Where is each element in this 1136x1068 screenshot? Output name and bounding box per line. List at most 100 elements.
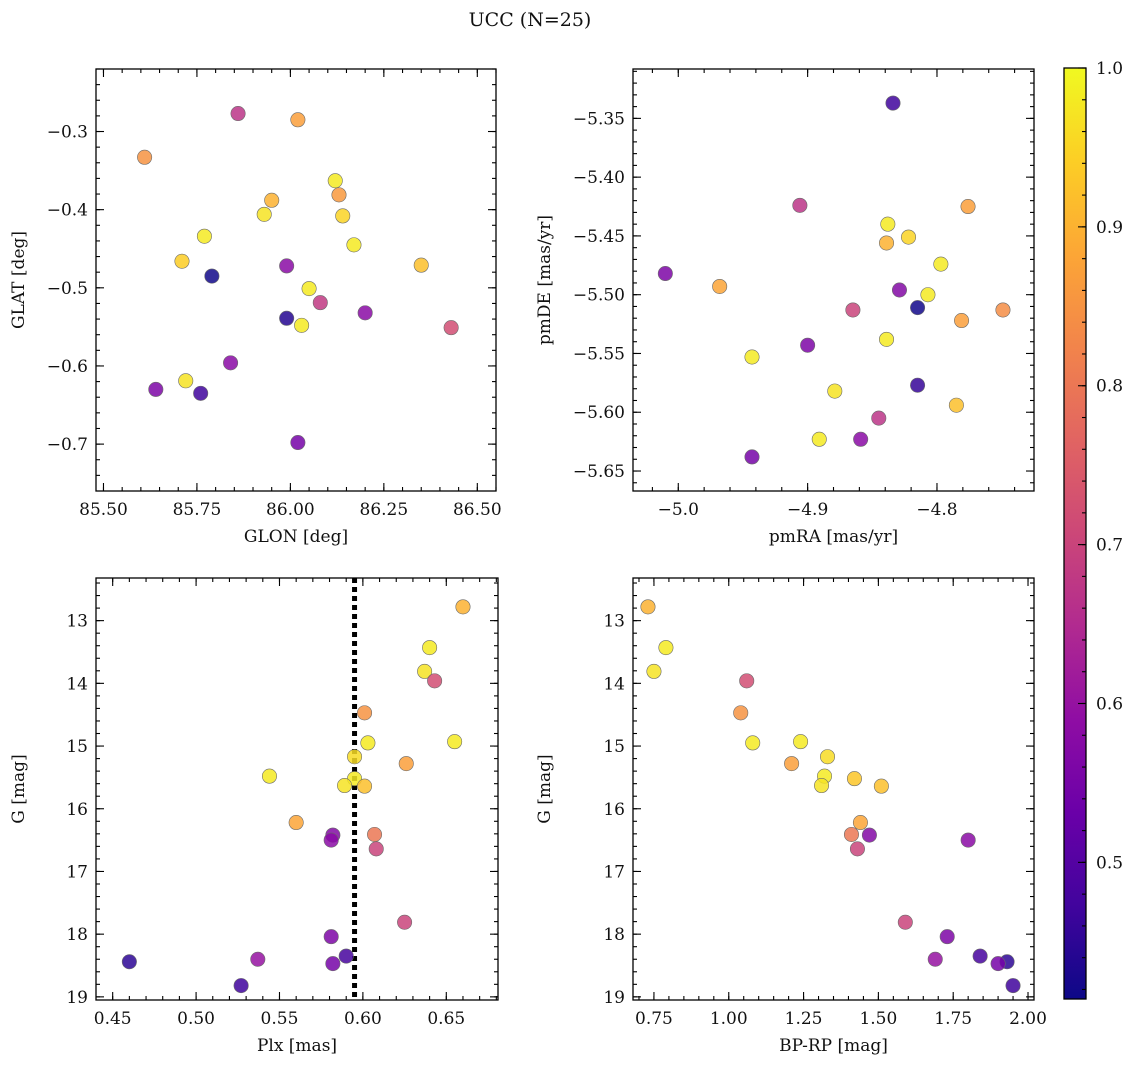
y-tick-label: 19 <box>603 988 625 1008</box>
y-tick-label: −0.6 <box>47 357 88 377</box>
data-point <box>325 956 341 972</box>
data-point <box>960 199 976 215</box>
data-point <box>800 337 816 353</box>
y-tick-label: −5.65 <box>573 462 625 482</box>
colorbar-frame <box>1063 67 1087 1000</box>
data-point <box>447 734 463 750</box>
data-point <box>357 305 373 321</box>
data-point <box>880 216 896 232</box>
x-tick-label: 0.60 <box>344 1009 382 1029</box>
colorbar-tick-label: 0.5 <box>1096 853 1123 873</box>
data-point <box>827 383 843 399</box>
x-tick-label: 0.50 <box>177 1009 215 1029</box>
data-point <box>995 302 1011 318</box>
data-point <box>193 385 209 401</box>
y-tick-label: 15 <box>603 737 625 757</box>
data-point <box>853 431 869 447</box>
data-point <box>784 756 800 772</box>
colorbar: 0.5 0.6 0.7 0.8 0.9 1.0 <box>1063 59 1123 1000</box>
data-point <box>360 735 376 751</box>
x-tick-label: 0.65 <box>427 1009 465 1029</box>
data-point <box>811 431 827 447</box>
y-tick-label: −5.40 <box>573 168 625 188</box>
data-point <box>256 206 272 222</box>
data-point <box>901 229 917 245</box>
y-tick-label: 13 <box>603 612 625 632</box>
data-point <box>843 826 859 842</box>
data-point <box>733 705 749 721</box>
y-tick-label: −5.50 <box>573 286 625 306</box>
x-tick-label: −4.8 <box>916 500 957 520</box>
scatter-panel-4: 0.75 1.00 1.25 1.50 1.75 2.00 13 14 15 16 17 18 19 BP… <box>535 577 1047 1056</box>
y-tick-label: −0.7 <box>47 435 88 455</box>
data-point <box>845 302 861 318</box>
figure-title: UCC (N=25) <box>469 9 592 31</box>
data-point <box>417 663 433 679</box>
y-axis-label: G [mag] <box>535 754 555 823</box>
data-point <box>347 749 363 765</box>
data-point <box>223 355 239 371</box>
data-point <box>1005 978 1021 994</box>
data-point <box>646 663 662 679</box>
data-point <box>793 734 809 750</box>
x-tick-label: 1.25 <box>785 1009 823 1029</box>
data-point <box>250 951 266 967</box>
data-point <box>948 397 964 413</box>
data-point <box>820 749 836 765</box>
x-axis-label: Plx [mas] <box>257 1036 337 1056</box>
data-point <box>290 435 306 451</box>
y-tick-label: −0.5 <box>47 279 88 299</box>
x-tick-label: 0.75 <box>635 1009 673 1029</box>
scatter-panel-3: 0.45 0.50 0.55 0.60 0.65 13 14 15 16 17 18 19 Plx [m… <box>9 577 499 1056</box>
data-point <box>178 373 194 389</box>
data-point <box>712 278 728 294</box>
data-point <box>323 929 339 945</box>
x-tick-label: −5.0 <box>658 500 699 520</box>
data-point <box>413 257 429 273</box>
data-point <box>261 768 277 784</box>
data-point <box>891 282 907 298</box>
colorbar-tick-label: 1.0 <box>1096 59 1123 79</box>
data-point <box>885 95 901 111</box>
y-tick-label: 14 <box>603 674 625 694</box>
y-tick-label: 17 <box>66 862 88 882</box>
data-point <box>233 978 249 994</box>
data-point <box>323 832 339 848</box>
data-point <box>357 705 373 721</box>
y-tick-label: 15 <box>66 737 88 757</box>
scatter-panel-1: 85.50 85.75 86.00 86.25 86.50 −0.3 −0.4 −0.5 −0.… <box>9 68 502 547</box>
y-tick-label: 16 <box>66 800 88 820</box>
data-point <box>814 778 830 794</box>
data-point <box>301 281 317 297</box>
plot-frame <box>95 68 497 492</box>
data-point <box>455 599 471 615</box>
plot-frame <box>95 577 499 1001</box>
data-point <box>933 256 949 272</box>
y-axis-label: G [mag] <box>9 754 29 823</box>
data-point <box>658 640 674 656</box>
data-point <box>744 449 760 465</box>
data-point <box>910 300 926 316</box>
y-tick-label: 13 <box>66 612 88 632</box>
colorbar-tick-label: 0.8 <box>1096 377 1123 397</box>
y-tick-label: −5.45 <box>573 227 625 247</box>
x-tick-label: 86.50 <box>453 500 502 520</box>
x-tick-label: 1.00 <box>710 1009 748 1029</box>
data-point <box>357 778 373 794</box>
scatter-panel-2: −5.0 −4.9 −4.8 −5.35 −5.40 −5.45 −5.50 −5.55 −5.… <box>535 68 1035 547</box>
data-point <box>294 317 310 333</box>
colorbar-tick-label: 0.6 <box>1096 694 1123 714</box>
data-point <box>367 826 383 842</box>
y-tick-label: −5.55 <box>573 344 625 364</box>
data-point <box>335 208 351 224</box>
data-point <box>871 410 887 426</box>
data-point <box>927 951 943 967</box>
data-point <box>846 771 862 787</box>
x-tick-label: 1.75 <box>934 1009 972 1029</box>
y-tick-label: 18 <box>66 925 88 945</box>
data-point <box>346 237 362 253</box>
y-tick-label: 17 <box>603 862 625 882</box>
data-point <box>879 235 895 251</box>
data-point <box>327 173 343 189</box>
